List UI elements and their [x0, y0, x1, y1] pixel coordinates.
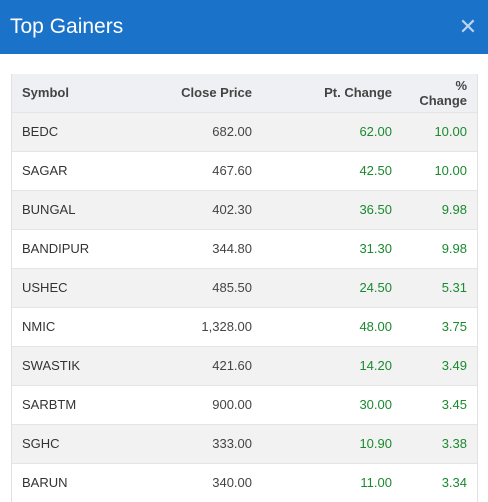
symbol-cell: BEDC [22, 124, 59, 139]
symbol-cell: SGHC [22, 436, 60, 451]
pt-change-cell: 24.50 [359, 280, 392, 295]
close-price-cell: 402.30 [212, 202, 252, 217]
symbol-cell: NMIC [22, 319, 56, 334]
pct-change-cell: 3.38 [441, 436, 467, 451]
table-row[interactable]: BANDIPUR 344.80 31.30 9.98 [12, 229, 477, 268]
pct-change-cell: 9.98 [441, 241, 467, 256]
pt-change-cell: 10.90 [359, 436, 392, 451]
table-row[interactable]: USHEC 485.50 24.50 5.31 [12, 268, 477, 307]
pt-change-cell: 42.50 [359, 163, 392, 178]
close-price-cell: 1,328.00 [201, 319, 252, 334]
pt-change-cell: 62.00 [359, 124, 392, 139]
close-price-cell: 900.00 [212, 397, 252, 412]
table-row[interactable]: SGHC 333.00 10.90 3.38 [12, 424, 477, 463]
column-header-pt-change: Pt. Change [324, 85, 392, 101]
table-row[interactable]: BARUN 340.00 11.00 3.34 [12, 463, 477, 502]
pt-change-cell: 11.00 [360, 475, 392, 491]
symbol-cell: BARUN [22, 475, 68, 491]
table-row[interactable]: SARBTM 900.00 30.00 3.45 [12, 385, 477, 424]
column-header-symbol: Symbol [22, 85, 69, 101]
symbol-cell: SAGAR [22, 163, 68, 178]
pct-change-cell: 5.31 [441, 280, 467, 295]
pct-change-cell: 3.45 [441, 397, 467, 412]
table-row[interactable]: SWASTIK 421.60 14.20 3.49 [12, 346, 477, 385]
pt-change-cell: 36.50 [359, 202, 392, 217]
table-row[interactable]: BEDC 682.00 62.00 10.00 [12, 112, 477, 151]
column-header-close-price: Close Price [181, 85, 252, 101]
table-row[interactable]: NMIC 1,328.00 48.00 3.75 [12, 307, 477, 346]
pct-change-cell: 10.00 [434, 163, 467, 178]
modal-title: Top Gainers [10, 15, 124, 38]
pt-change-cell: 30.00 [359, 397, 392, 412]
table-row[interactable]: BUNGAL 402.30 36.50 9.98 [12, 190, 477, 229]
gainers-table: Symbol Close Price Pt. Change % Change B… [12, 74, 477, 502]
close-price-cell: 340.00 [212, 475, 252, 491]
pt-change-cell: 48.00 [359, 319, 392, 334]
symbol-cell: SARBTM [22, 397, 77, 412]
close-price-cell: 344.80 [212, 241, 252, 256]
modal-header: Top Gainers ✕ [0, 0, 488, 54]
close-price-cell: 333.00 [212, 436, 252, 451]
table-body: BEDC 682.00 62.00 10.00 SAGAR 467.60 42.50 10.0… [12, 112, 477, 502]
close-icon[interactable]: ✕ [458, 14, 478, 39]
symbol-cell: USHEC [22, 280, 68, 295]
column-header-pct-change: % Change [419, 77, 467, 108]
pct-change-cell: 3.75 [441, 319, 467, 334]
pct-change-cell: 3.49 [441, 358, 467, 373]
pct-change-cell: 10.00 [434, 124, 467, 139]
pt-change-cell: 14.20 [359, 358, 392, 373]
pt-change-cell: 31.30 [359, 241, 392, 256]
gainers-table-container: Symbol Close Price Pt. Change % Change B… [11, 74, 478, 502]
close-price-cell: 467.60 [212, 163, 252, 178]
close-price-cell: 421.60 [212, 358, 252, 373]
table-header-row: Symbol Close Price Pt. Change % Change [12, 74, 477, 112]
pct-change-cell: 3.34 [441, 475, 467, 491]
symbol-cell: SWASTIK [22, 358, 81, 373]
close-price-cell: 682.00 [212, 124, 252, 139]
symbol-cell: BANDIPUR [22, 241, 90, 256]
table-row[interactable]: SAGAR 467.60 42.50 10.00 [12, 151, 477, 190]
close-price-cell: 485.50 [212, 280, 252, 295]
pct-change-cell: 9.98 [441, 202, 467, 217]
symbol-cell: BUNGAL [22, 202, 76, 217]
